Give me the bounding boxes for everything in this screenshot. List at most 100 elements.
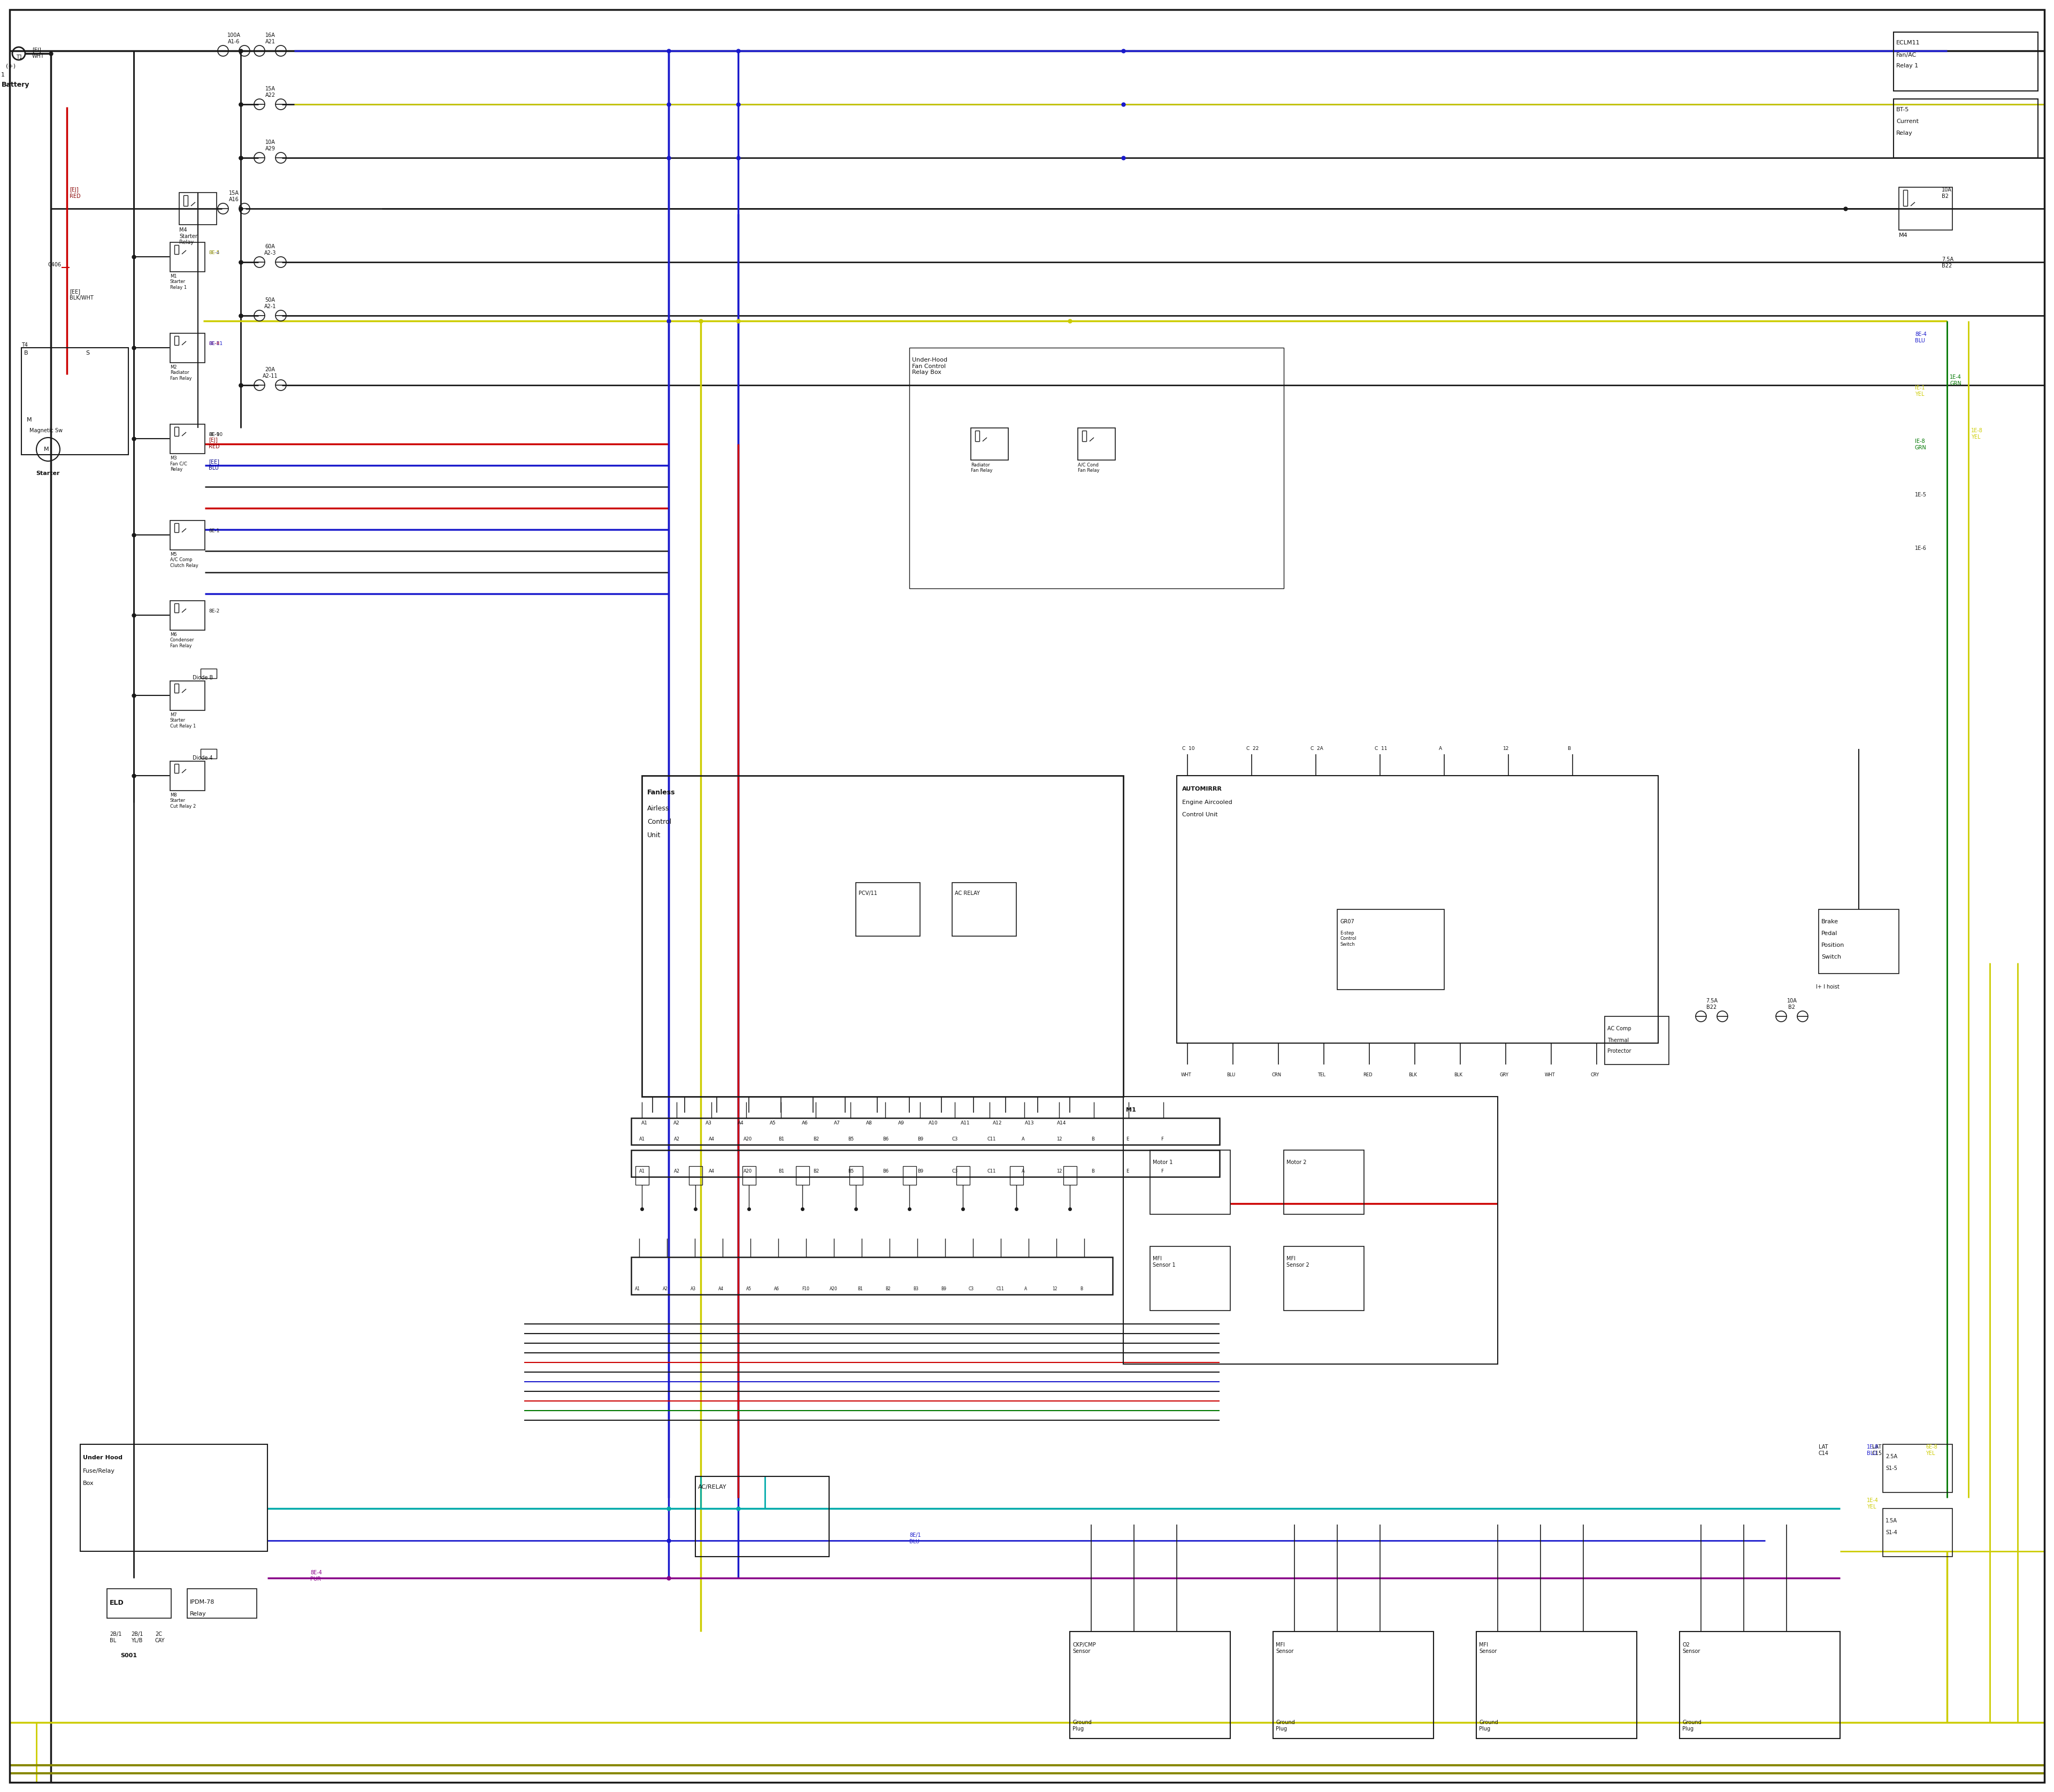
Text: E: E xyxy=(1126,1168,1130,1174)
Text: A1: A1 xyxy=(639,1136,645,1142)
Text: ELD: ELD xyxy=(109,1600,123,1606)
Text: A3: A3 xyxy=(707,1120,713,1125)
Text: Ground
Plug: Ground Plug xyxy=(1072,1720,1091,1731)
Text: BLK: BLK xyxy=(1409,1073,1417,1077)
Text: Pedal: Pedal xyxy=(1822,930,1838,935)
Text: 1E-8
YEL: 1E-8 YEL xyxy=(1972,428,1982,439)
Text: 6E-8
YEL: 6E-8 YEL xyxy=(1927,1444,1937,1455)
Text: B1: B1 xyxy=(857,1287,863,1292)
Text: 1E-5: 1E-5 xyxy=(1914,493,1927,498)
Text: Relay: Relay xyxy=(1896,131,1912,136)
Text: I+ I hoist: I+ I hoist xyxy=(1816,984,1840,989)
Bar xyxy=(641,776,1124,1097)
Text: C  10: C 10 xyxy=(1183,745,1195,751)
Text: Box: Box xyxy=(82,1480,94,1486)
Bar xyxy=(1898,186,1953,229)
Text: Thermal: Thermal xyxy=(1608,1038,1629,1043)
Text: B2: B2 xyxy=(885,1287,891,1292)
Text: 12: 12 xyxy=(1056,1136,1062,1142)
Text: A3: A3 xyxy=(690,1287,696,1292)
Text: C3: C3 xyxy=(953,1168,957,1174)
Text: 8E/1
BLU: 8E/1 BLU xyxy=(910,1532,920,1545)
Bar xyxy=(1337,909,1444,989)
Text: MFI
Sensor: MFI Sensor xyxy=(1479,1641,1497,1654)
Bar xyxy=(904,1167,916,1185)
Text: BLK: BLK xyxy=(1454,1073,1462,1077)
Text: 50A
A2-1: 50A A2-1 xyxy=(265,297,275,310)
Text: MFI
Sensor 2: MFI Sensor 2 xyxy=(1286,1256,1308,1267)
Bar xyxy=(1604,1016,1668,1064)
Text: 20A
A2-11: 20A A2-11 xyxy=(263,367,277,378)
Text: B: B xyxy=(1080,1287,1082,1292)
Text: A12: A12 xyxy=(992,1120,1002,1125)
Text: M3
Fan C/C
Relay: M3 Fan C/C Relay xyxy=(170,455,187,471)
Bar xyxy=(1150,1247,1230,1310)
Text: Ground
Plug: Ground Plug xyxy=(1276,1720,1294,1731)
Text: 15A
A16: 15A A16 xyxy=(228,190,238,202)
Text: M1
Starter
Relay 1: M1 Starter Relay 1 xyxy=(170,274,187,290)
Text: AC/RELAY: AC/RELAY xyxy=(698,1484,727,1489)
Text: M: M xyxy=(27,418,33,423)
Text: Brake: Brake xyxy=(1822,919,1838,925)
Bar xyxy=(953,883,1017,935)
Text: LAT
C15: LAT C15 xyxy=(1871,1444,1881,1455)
Text: M7
Starter
Cut Relay 1: M7 Starter Cut Relay 1 xyxy=(170,713,195,729)
Text: WHT: WHT xyxy=(1181,1073,1191,1077)
Text: LAT
C14: LAT C14 xyxy=(1818,1444,1828,1455)
Text: F10: F10 xyxy=(801,1287,809,1292)
Text: Ground
Plug: Ground Plug xyxy=(1682,1720,1701,1731)
Text: 10A
B2: 10A B2 xyxy=(1941,186,1951,199)
Text: A: A xyxy=(1440,745,1442,751)
Text: 1E-8
BLU: 1E-8 BLU xyxy=(1867,1444,1879,1455)
Text: [EJ]
RED: [EJ] RED xyxy=(70,186,80,199)
Text: A1: A1 xyxy=(639,1168,645,1174)
Bar xyxy=(170,681,205,710)
Text: S1-4: S1-4 xyxy=(1886,1530,1898,1536)
Text: A5: A5 xyxy=(746,1287,752,1292)
Text: B9: B9 xyxy=(918,1168,924,1174)
Text: A20: A20 xyxy=(744,1168,752,1174)
Text: A1: A1 xyxy=(641,1120,647,1125)
Text: Engine Aircooled: Engine Aircooled xyxy=(1183,799,1232,805)
Text: E-step
Control
Switch: E-step Control Switch xyxy=(1339,930,1356,946)
Text: [EE]
BLU: [EE] BLU xyxy=(210,459,220,471)
Bar xyxy=(179,192,216,224)
Text: M5
A/C Comp
Clutch Relay: M5 A/C Comp Clutch Relay xyxy=(170,552,199,568)
Bar xyxy=(107,1590,170,1618)
Text: 2B/1
YL/B: 2B/1 YL/B xyxy=(131,1631,144,1643)
Bar xyxy=(1894,99,2038,158)
Text: Fuse/Relay: Fuse/Relay xyxy=(82,1468,115,1473)
Text: 8E-1: 8E-1 xyxy=(210,529,220,534)
Text: AC RELAY: AC RELAY xyxy=(955,891,980,896)
Bar xyxy=(1680,1631,1840,1738)
Text: Diode B: Diode B xyxy=(193,676,214,681)
Text: Motor 1: Motor 1 xyxy=(1152,1159,1173,1165)
Text: A4: A4 xyxy=(737,1120,744,1125)
Text: F: F xyxy=(1161,1168,1163,1174)
Text: A: A xyxy=(1025,1287,1027,1292)
Bar xyxy=(201,668,216,679)
Text: B: B xyxy=(1091,1168,1095,1174)
Bar xyxy=(857,883,920,935)
Text: B: B xyxy=(1091,1136,1095,1142)
Text: B2: B2 xyxy=(813,1136,820,1142)
Text: M: M xyxy=(43,446,49,452)
Bar xyxy=(1064,1167,1076,1185)
Text: 15A
A22: 15A A22 xyxy=(265,86,275,99)
Text: Relay: Relay xyxy=(189,1611,205,1616)
Text: S1-5: S1-5 xyxy=(1886,1466,1898,1471)
Text: Airless: Airless xyxy=(647,805,670,812)
Text: C11: C11 xyxy=(996,1287,1004,1292)
Text: Starter: Starter xyxy=(37,471,60,477)
Bar xyxy=(631,1118,1220,1145)
Bar xyxy=(797,1167,809,1185)
Text: B6: B6 xyxy=(883,1168,889,1174)
Text: C11: C11 xyxy=(986,1168,996,1174)
Bar xyxy=(201,749,216,758)
Text: B5: B5 xyxy=(848,1136,854,1142)
Text: B: B xyxy=(1567,745,1571,751)
Bar xyxy=(1284,1150,1364,1215)
Text: GRY: GRY xyxy=(1499,1073,1508,1077)
Bar xyxy=(21,348,127,455)
Text: Fanless: Fanless xyxy=(647,788,676,796)
